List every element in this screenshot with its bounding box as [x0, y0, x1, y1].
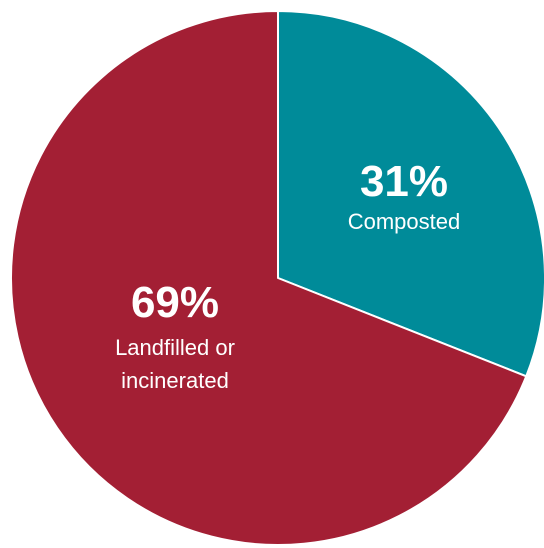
slice-landfilled-label-line2: incinerated	[121, 368, 229, 393]
pie-slice-landfilled	[10, 10, 528, 546]
slice-landfilled-label-line1: Landfilled or	[115, 335, 235, 360]
pie-slice-composted	[277, 10, 544, 378]
slice-landfilled-percent: 69%	[131, 278, 219, 327]
slice-composted-label: Composted	[348, 209, 461, 234]
pie-slices	[10, 10, 544, 546]
pie-labels: 31% Composted 69% Landfilled or incinera…	[115, 157, 460, 393]
slice-composted-percent: 31%	[360, 157, 448, 206]
